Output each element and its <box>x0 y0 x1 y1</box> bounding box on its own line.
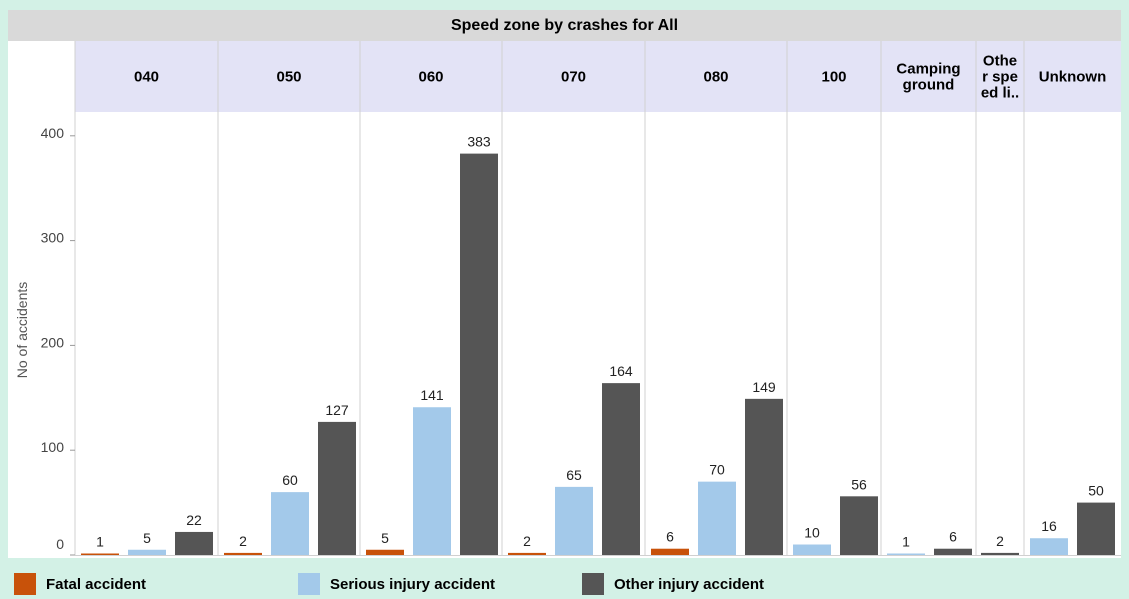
bar-value-label: 10 <box>804 525 820 541</box>
category-label: 070 <box>561 69 586 86</box>
bar <box>698 481 736 555</box>
legend-label-serious: Serious injury accident <box>330 575 496 593</box>
bar <box>460 153 498 555</box>
bar-value-label: 5 <box>381 530 389 546</box>
bar <box>887 553 925 555</box>
chart-legend: Fatal accident Serious injury accident O… <box>0 566 1129 599</box>
bar-value-label: 50 <box>1088 483 1104 499</box>
bar <box>793 544 831 555</box>
bar-value-label: 2 <box>523 533 531 549</box>
y-tick-label: 0 <box>56 536 64 552</box>
bar <box>318 421 356 555</box>
category-label: 040 <box>134 69 159 86</box>
bar-value-label: 6 <box>949 529 957 545</box>
y-tick-label: 400 <box>41 125 65 141</box>
bar <box>366 549 404 555</box>
bar-value-label: 6 <box>666 529 674 545</box>
bar-value-label: 70 <box>709 462 725 478</box>
bar <box>81 553 119 555</box>
y-tick-label: 200 <box>41 334 65 350</box>
bar <box>555 486 593 555</box>
bar <box>1077 502 1115 555</box>
chart-title: Speed zone by crashes for All <box>8 10 1121 41</box>
category-label: 100 <box>821 69 846 86</box>
category-label: Unknown <box>1039 69 1107 86</box>
legend-item-fatal[interactable]: Fatal accident <box>14 573 146 595</box>
bar <box>128 549 166 555</box>
category-label: 050 <box>276 69 301 86</box>
bar-value-label: 164 <box>609 363 633 379</box>
bar <box>934 548 972 555</box>
bar-value-label: 5 <box>143 530 151 546</box>
category-label: 060 <box>418 69 443 86</box>
category-label: Othe <box>983 53 1017 70</box>
bar <box>745 398 783 555</box>
y-tick-label: 300 <box>41 230 65 246</box>
category-label: 080 <box>703 69 728 86</box>
bar-value-label: 127 <box>325 402 349 418</box>
bar-value-label: 1 <box>96 534 104 550</box>
legend-item-serious[interactable]: Serious injury accident <box>298 573 495 595</box>
bar <box>981 552 1019 555</box>
bar <box>271 492 309 555</box>
legend-label-fatal: Fatal accident <box>46 575 147 593</box>
legend-item-other[interactable]: Other injury accident <box>582 573 764 595</box>
legend-swatch-fatal <box>14 573 36 595</box>
bar-value-label: 141 <box>420 387 444 403</box>
bar-value-label: 2 <box>996 533 1004 549</box>
bar <box>602 383 640 555</box>
category-label: ed li.. <box>981 85 1019 102</box>
bar-value-label: 65 <box>566 467 582 483</box>
category-label: ground <box>903 77 955 94</box>
bar <box>508 552 546 555</box>
category-label: Camping <box>896 61 960 78</box>
bar-value-label: 60 <box>282 472 298 488</box>
bar <box>224 552 262 555</box>
bar-value-label: 1 <box>902 534 910 550</box>
legend-swatch-other <box>582 573 604 595</box>
bar <box>413 407 451 555</box>
bar-value-label: 56 <box>851 476 867 492</box>
bar-value-label: 383 <box>467 134 491 150</box>
y-axis-label: No of accidents <box>14 282 30 379</box>
bar-value-label: 16 <box>1041 518 1057 534</box>
bar-value-label: 2 <box>239 533 247 549</box>
y-tick-label: 100 <box>41 439 65 455</box>
bar <box>1030 538 1068 555</box>
category-label: r spe <box>982 69 1018 86</box>
bar-value-label: 22 <box>186 512 202 528</box>
legend-label-other: Other injury accident <box>614 575 765 593</box>
bar <box>175 531 213 555</box>
bar <box>651 548 689 555</box>
bar <box>840 496 878 555</box>
column-header-band <box>75 41 1121 112</box>
bar-value-label: 149 <box>752 379 776 395</box>
legend-swatch-serious <box>298 573 320 595</box>
